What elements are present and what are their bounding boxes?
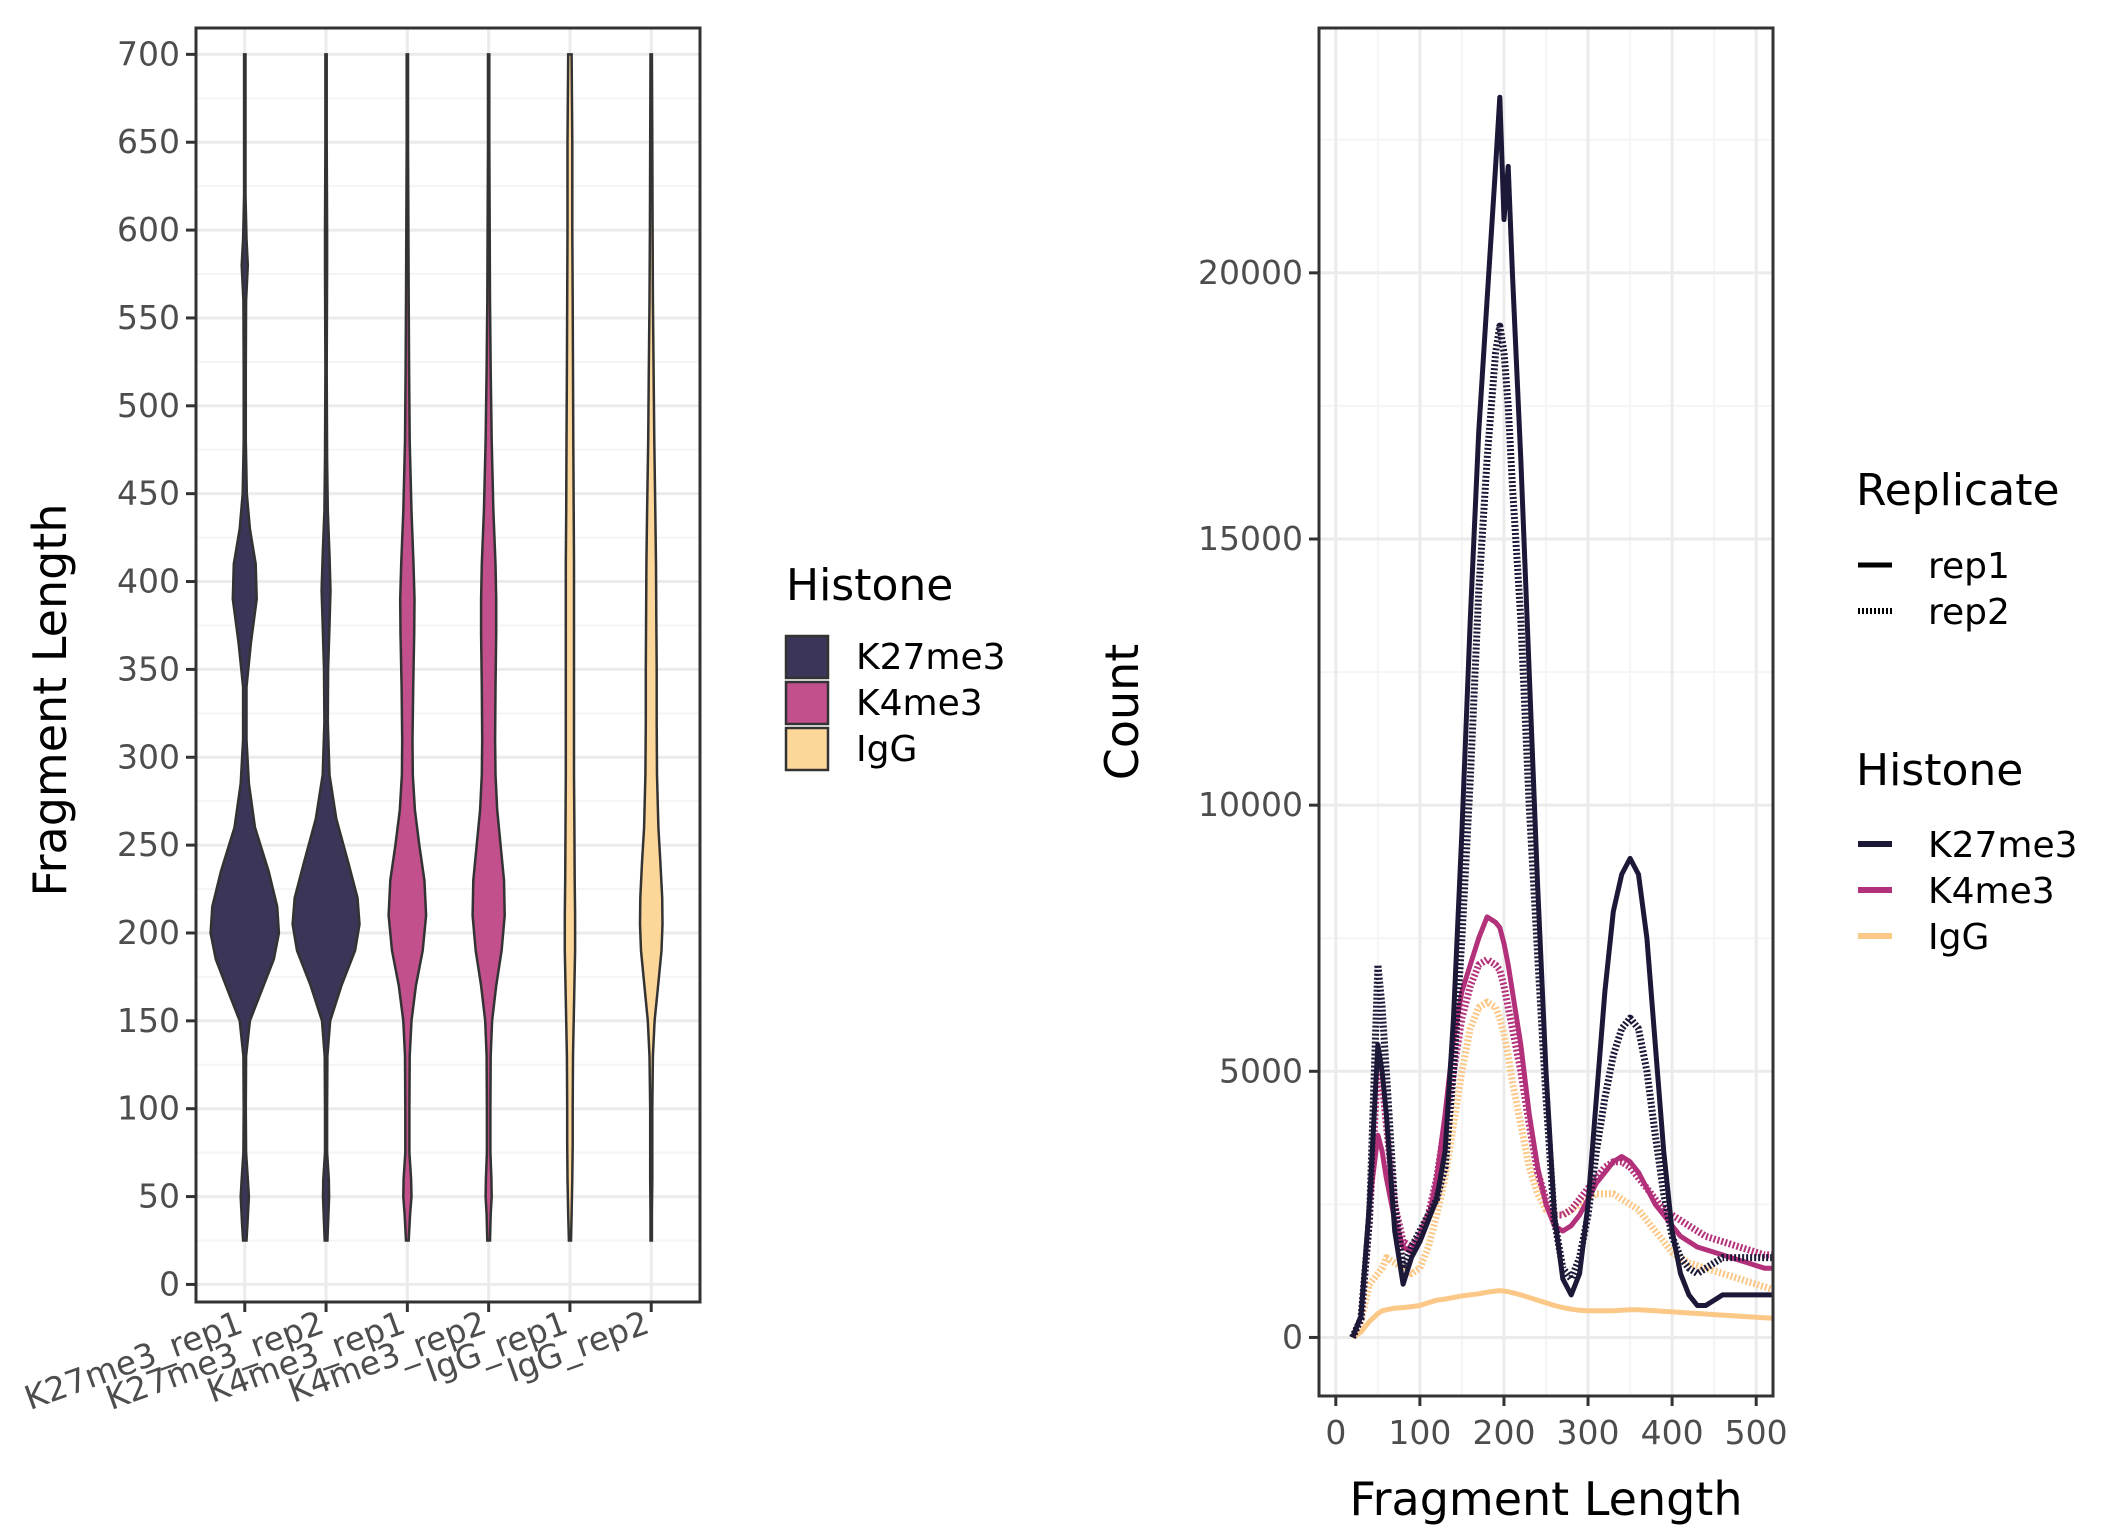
violin-y-tick-label: 350 — [117, 649, 180, 688]
violin-y-tick-label: 150 — [117, 1001, 180, 1040]
violin-y-tick-label: 50 — [138, 1177, 180, 1216]
violin-y-axis-title: Fragment Length — [23, 504, 77, 897]
violin-x-axis-ticks: K27me3_rep1K27me3_rep2K4me3_rep1K4me3_re… — [19, 1302, 654, 1418]
violin-y-tick-label: 400 — [117, 562, 180, 601]
violin-y-tick-label: 700 — [117, 34, 180, 73]
line-panel-border — [1317, 26, 1775, 1398]
line-x-tick-label: 0 — [1325, 1413, 1346, 1452]
violin-panel-background — [196, 28, 700, 1302]
violin-k27me3-rep2 — [291, 53, 361, 1242]
violin-y-tick-label: 100 — [117, 1089, 180, 1128]
replicate-legend: Replicate rep1 rep2 — [1856, 465, 2060, 633]
violin-k4me3-rep1 — [387, 53, 428, 1242]
line-x-tick-label: 100 — [1388, 1413, 1451, 1452]
violin-k27me3-rep1 — [209, 53, 281, 1242]
line-x-axis-title: Fragment Length — [1350, 1472, 1743, 1526]
violin-legend-items: K27me3 K4me3 IgG — [784, 634, 1006, 772]
violin-legend-label: IgG — [856, 729, 917, 770]
violin-y-tick-label: 450 — [117, 474, 180, 513]
line-k4me3-rep2 — [1349, 956, 1773, 1339]
line-y-tick-label: 5000 — [1219, 1051, 1303, 1090]
line-k27me3-rep1 — [1350, 94, 1773, 1339]
violin-igg-rep1 — [563, 53, 577, 1242]
line-y-axis-ticks: 0 5000 10000 15000 20000 — [1198, 253, 1319, 1356]
line-x-tick-label: 300 — [1557, 1413, 1620, 1452]
violin-y-tick-label: 550 — [117, 298, 180, 337]
violin-legend-key — [784, 680, 830, 726]
violin-legend-title: Histone — [786, 560, 953, 611]
line-k27me3-rep2 — [1349, 322, 1773, 1339]
line-igg-rep1 — [1351, 1288, 1774, 1340]
replicate-legend-label: rep2 — [1928, 592, 2010, 633]
violin-chart: 0 50 100 150 200 250 300 350 400 450 500 550 600 650 7… — [19, 26, 1006, 1418]
line-x-tick-label: 200 — [1472, 1413, 1535, 1452]
violin-y-tick-label: 0 — [159, 1264, 180, 1303]
line-series — [1349, 94, 1775, 1340]
violin-legend-key — [784, 634, 830, 680]
violin-y-axis-ticks: 0 50 100 150 200 250 300 350 400 450 500 550 600 650 7… — [117, 34, 196, 1303]
line-histone-legend-label: K4me3 — [1928, 871, 2055, 912]
violin-legend: Histone K27me3 K4me3 IgG — [784, 560, 1006, 772]
line-x-axis-ticks: 0 100 200 300 400 500 — [1325, 1396, 1788, 1452]
violin-legend-key — [784, 726, 830, 772]
violin-panel-border — [194, 26, 702, 1304]
line-y-tick-label: 15000 — [1198, 519, 1303, 558]
line-x-tick-label: 500 — [1725, 1413, 1788, 1452]
violin-igg-rep2 — [638, 53, 664, 1242]
violin-legend-label: K27me3 — [856, 637, 1006, 678]
line-y-tick-label: 10000 — [1198, 785, 1303, 824]
replicate-legend-label: rep1 — [1928, 546, 2010, 587]
violin-y-tick-label: 200 — [117, 913, 180, 952]
violin-y-tick-label: 300 — [117, 737, 180, 776]
line-histone-legend: Histone K27me3 K4me3 IgG — [1856, 745, 2078, 958]
line-histone-legend-items: K27me3 K4me3 IgG — [1858, 825, 2078, 958]
line-y-axis-title: Count — [1095, 644, 1149, 781]
replicate-legend-items: rep1 rep2 — [1858, 546, 2010, 633]
violin-y-tick-label: 500 — [117, 386, 180, 425]
violin-legend-label: K4me3 — [856, 683, 983, 724]
violin-y-tick-label: 250 — [117, 825, 180, 864]
replicate-legend-title: Replicate — [1856, 465, 2060, 516]
line-histone-legend-title: Histone — [1856, 745, 2023, 796]
violin-shapes — [209, 53, 664, 1242]
line-histone-legend-label: IgG — [1928, 917, 1989, 958]
line-histone-legend-label: K27me3 — [1928, 825, 2078, 866]
line-y-tick-label: 20000 — [1198, 253, 1303, 292]
line-chart: 0 5000 10000 15000 20000 0 100 200 300 400 500 Co… — [1095, 26, 2078, 1526]
violin-y-tick-label: 650 — [117, 122, 180, 161]
violin-k4me3-rep2 — [471, 53, 506, 1242]
line-x-tick-label: 400 — [1641, 1413, 1704, 1452]
violin-y-tick-label: 600 — [117, 210, 180, 249]
line-y-tick-label: 0 — [1282, 1317, 1303, 1356]
